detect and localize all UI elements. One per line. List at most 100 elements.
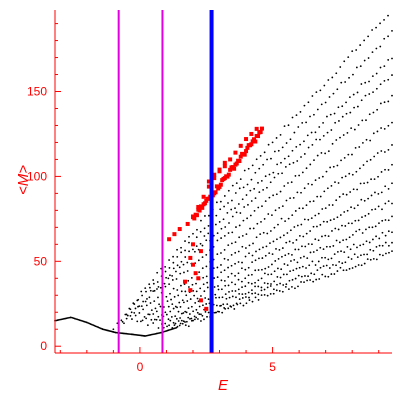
data-point xyxy=(306,257,309,260)
data-point xyxy=(335,199,338,202)
data-point xyxy=(339,214,342,216)
red-point xyxy=(177,227,182,232)
data-point xyxy=(262,163,265,166)
red-point xyxy=(214,184,219,189)
data-point xyxy=(391,250,393,253)
data-point xyxy=(180,290,183,293)
data-point xyxy=(271,214,273,216)
data-point xyxy=(190,276,193,279)
data-point xyxy=(298,234,301,237)
data-point xyxy=(188,241,190,244)
data-point xyxy=(281,205,284,207)
data-point xyxy=(299,143,302,146)
data-point xyxy=(351,233,354,236)
data-point xyxy=(236,303,239,306)
data-point xyxy=(309,200,311,203)
data-point xyxy=(266,286,269,289)
data-point xyxy=(347,56,350,59)
data-point xyxy=(287,124,290,127)
data-point xyxy=(364,214,367,217)
data-point xyxy=(347,222,350,225)
data-point xyxy=(348,236,351,239)
data-point xyxy=(362,243,365,246)
data-point xyxy=(275,193,278,196)
data-point xyxy=(309,163,312,166)
data-point xyxy=(275,248,277,250)
data-point xyxy=(134,307,137,310)
data-point xyxy=(304,275,306,277)
data-point xyxy=(344,261,347,264)
data-point xyxy=(383,127,386,130)
data-point xyxy=(257,269,260,271)
data-point xyxy=(374,225,377,228)
data-point xyxy=(384,234,387,237)
data-point xyxy=(311,183,313,186)
data-point xyxy=(348,76,350,79)
data-point xyxy=(215,311,218,314)
red-point xyxy=(238,143,243,148)
data-point xyxy=(129,308,132,311)
data-point xyxy=(391,215,393,218)
data-point xyxy=(295,239,298,241)
data-point xyxy=(262,231,265,234)
data-point xyxy=(184,310,187,313)
data-point xyxy=(356,188,359,191)
data-point xyxy=(318,278,321,280)
data-point xyxy=(196,297,199,300)
data-point xyxy=(391,74,393,76)
red-point xyxy=(258,130,263,135)
data-point xyxy=(155,310,158,313)
data-point xyxy=(346,209,349,212)
data-point xyxy=(312,225,315,228)
data-point xyxy=(324,234,327,237)
data-point xyxy=(328,267,331,269)
data-point xyxy=(369,248,372,251)
data-point xyxy=(180,251,183,254)
data-point xyxy=(294,210,297,212)
data-point xyxy=(182,263,185,266)
y-tick-label: 50 xyxy=(34,254,48,268)
data-point xyxy=(241,261,243,264)
data-point xyxy=(269,285,272,287)
data-point xyxy=(219,208,222,211)
data-point xyxy=(220,252,222,254)
red-point xyxy=(198,298,203,303)
data-point xyxy=(257,293,260,296)
data-point xyxy=(368,93,371,95)
data-point xyxy=(280,161,282,164)
red-point xyxy=(249,142,254,147)
data-point xyxy=(364,94,367,97)
data-point xyxy=(382,254,384,257)
data-point xyxy=(129,314,132,317)
data-point xyxy=(311,143,314,146)
data-point xyxy=(238,298,241,301)
data-point xyxy=(187,279,190,282)
data-point xyxy=(230,305,233,308)
data-point xyxy=(291,149,294,152)
data-point xyxy=(304,245,307,248)
red-point xyxy=(213,190,218,195)
data-point xyxy=(175,317,178,320)
data-point xyxy=(190,317,193,320)
data-point xyxy=(125,317,128,320)
data-point xyxy=(218,310,221,313)
data-point xyxy=(121,320,124,323)
data-point xyxy=(336,270,339,272)
data-point xyxy=(144,287,147,290)
data-point xyxy=(192,248,194,251)
data-point xyxy=(291,116,294,119)
data-point xyxy=(360,99,363,102)
data-point xyxy=(277,172,280,175)
data-point xyxy=(245,194,248,196)
data-point xyxy=(293,131,296,134)
data-point xyxy=(327,275,330,278)
data-point xyxy=(330,129,333,131)
data-point xyxy=(316,269,319,272)
data-point xyxy=(288,163,291,166)
data-point xyxy=(172,321,175,324)
data-point xyxy=(153,300,156,303)
data-point xyxy=(384,185,387,188)
data-point xyxy=(345,269,348,272)
data-point xyxy=(307,218,310,221)
